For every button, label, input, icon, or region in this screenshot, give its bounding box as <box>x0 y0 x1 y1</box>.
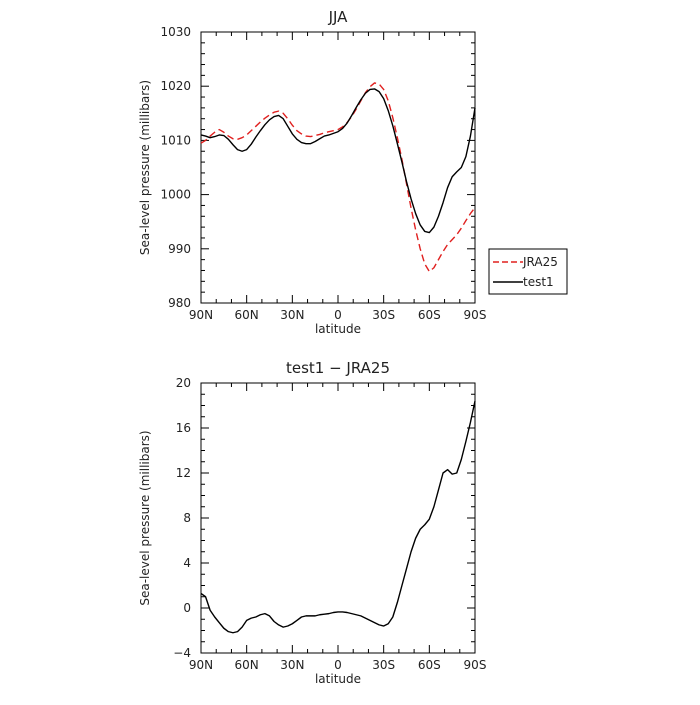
y-tick-label: 8 <box>183 511 191 525</box>
y-tick-label: 20 <box>176 376 191 390</box>
x-axis-label: latitude <box>315 322 361 336</box>
chart-title: test1 − JRA25 <box>286 359 390 377</box>
x-tick-label: 90N <box>189 658 213 672</box>
y-tick-label: 16 <box>176 421 191 435</box>
x-tick-label: 60S <box>418 658 441 672</box>
y-tick-label: 1010 <box>160 133 191 147</box>
legend-label-jra25: JRA25 <box>522 255 558 269</box>
y-axis-label: Sea-level pressure (millibars) <box>138 80 152 255</box>
legend-box <box>488 248 568 295</box>
plot-frame <box>200 31 476 304</box>
series-line-jra25 <box>200 82 476 273</box>
x-tick-label: 0 <box>334 308 342 322</box>
y-tick-label: 1020 <box>160 79 191 93</box>
x-axis-label: latitude <box>315 672 361 686</box>
y-tick-label: 1030 <box>160 25 191 39</box>
x-tick-label: 30N <box>280 308 304 322</box>
y-tick-label: 1000 <box>160 188 191 202</box>
x-tick-label: 90S <box>464 658 487 672</box>
x-tick-label: 60S <box>418 308 441 322</box>
y-axis-label: Sea-level pressure (millibars) <box>138 430 152 605</box>
legend: JRA25 test1 <box>488 248 568 295</box>
chart-title: JJA <box>328 8 349 26</box>
x-tick-label: 90S <box>464 308 487 322</box>
x-tick-label: 30S <box>372 308 395 322</box>
y-tick-label: −4 <box>173 646 191 660</box>
x-tick-label: 30S <box>372 658 395 672</box>
y-tick-label: 12 <box>176 466 191 480</box>
x-tick-label: 60N <box>235 658 259 672</box>
series-line-difference <box>200 400 476 634</box>
chart-panel-2: 90N 60N 30N 0 30S 60S 90S −4 0 4 8 12 16 20 test1 − JR… <box>138 359 486 686</box>
x-tick-label: 90N <box>189 308 213 322</box>
y-tick-label: 0 <box>183 601 191 615</box>
y-tick-label: 990 <box>168 242 191 256</box>
legend-label-test1: test1 <box>523 275 554 289</box>
y-tick-label: 980 <box>168 296 191 310</box>
x-tick-label: 30N <box>280 658 304 672</box>
chart-panel-1: 90N 60N 30N 0 30S 60S 90S 980 990 1000 1010 1020 103… <box>138 8 568 336</box>
series-line-test1 <box>200 88 476 234</box>
x-tick-label: 60N <box>235 308 259 322</box>
x-tick-label: 0 <box>334 658 342 672</box>
y-tick-label: 4 <box>183 556 191 570</box>
